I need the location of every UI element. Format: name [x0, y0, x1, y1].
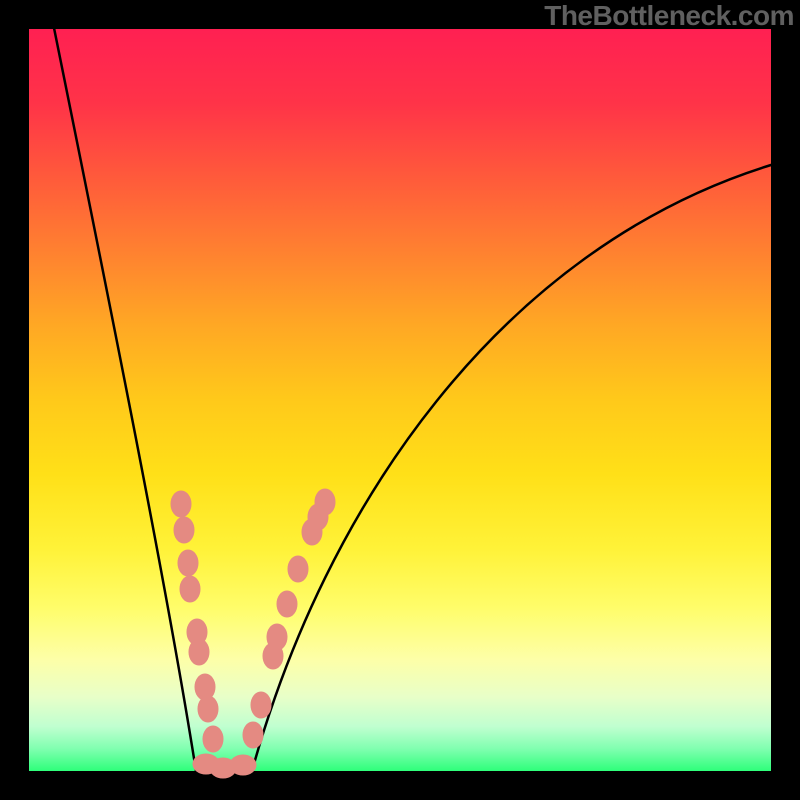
curve-marker: [315, 489, 335, 515]
curve-marker: [203, 726, 223, 752]
curve-marker: [230, 755, 256, 775]
plot-area: [29, 29, 771, 771]
curve-marker: [251, 692, 271, 718]
curve-marker: [243, 722, 263, 748]
curve-markers: [171, 489, 335, 778]
bottleneck-curve: [53, 23, 771, 771]
curve-marker: [198, 696, 218, 722]
curve-marker: [189, 639, 209, 665]
curve-marker: [171, 491, 191, 517]
curve-marker: [267, 624, 287, 650]
curve-marker: [288, 556, 308, 582]
chart-container: TheBottleneck.com: [0, 0, 800, 800]
curve-marker: [277, 591, 297, 617]
watermark-text: TheBottleneck.com: [544, 0, 794, 32]
curve-marker: [178, 550, 198, 576]
curve-marker: [174, 517, 194, 543]
curve-layer: [29, 29, 771, 771]
curve-marker: [180, 576, 200, 602]
